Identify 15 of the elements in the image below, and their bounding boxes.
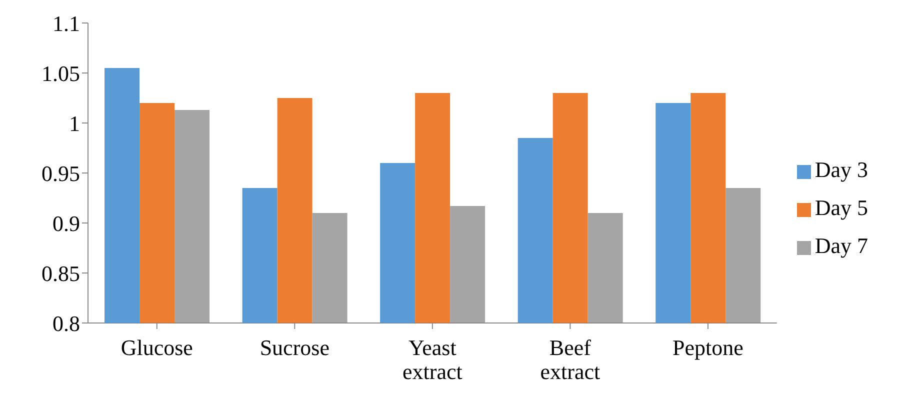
y-tick-label: 1 bbox=[69, 110, 80, 136]
y-tick-label: 0.95 bbox=[42, 160, 80, 186]
x-tick-label: Beef extract bbox=[540, 335, 600, 384]
x-tick-label: Peptone bbox=[672, 335, 744, 360]
y-tick-label: 0.9 bbox=[52, 210, 80, 236]
x-tick-label: Sucrose bbox=[260, 335, 330, 360]
legend-label: Day 7 bbox=[814, 233, 868, 258]
y-tick-label: 1.05 bbox=[42, 60, 80, 86]
x-tick-label: Yeast extract bbox=[402, 335, 462, 384]
x-tick-label: Glucose bbox=[120, 335, 193, 360]
y-tick-label: 0.8 bbox=[52, 310, 80, 336]
legend-label: Day 5 bbox=[814, 195, 868, 220]
y-tick-label: 1.1 bbox=[52, 10, 80, 36]
y-tick-label: 0.85 bbox=[42, 260, 80, 286]
legend-label: Day 3 bbox=[814, 157, 868, 182]
